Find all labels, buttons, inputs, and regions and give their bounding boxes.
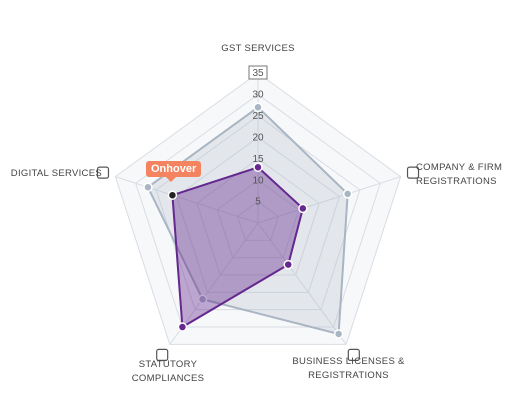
tick-label: 5 [255,197,261,208]
series-area [171,166,304,329]
category-label: COMPANY & FIRM REGISTRATIONS [416,162,503,187]
grid-ring [175,136,341,293]
tick-label: 15 [252,154,264,165]
data-point [143,182,153,192]
data-point [333,329,344,339]
grid-ring [216,179,300,259]
grid-ring [237,200,279,241]
category-label: GST SERVICES [221,43,295,54]
data-point [177,322,188,332]
checkbox[interactable] [406,166,420,179]
grid-ring [114,72,402,345]
checkbox[interactable] [96,166,110,179]
checkbox[interactable] [347,348,360,361]
tick-label: 25 [252,111,264,122]
category-label: DIGITAL SERVICES [10,168,102,179]
data-point [197,294,208,305]
data-point [342,189,353,199]
tick-label: 30 [252,90,264,101]
data-point [253,102,263,113]
data-point [253,162,263,173]
tooltip: Onhover [146,161,202,182]
spoke [115,176,259,224]
tick-box [248,65,268,80]
tick-label: 35 [252,68,264,79]
category-label: BUSINESS LICENSES & REGISTRATIONS [292,356,405,381]
data-point [283,259,293,270]
category-label: STATUTORY COMPLIANCES [131,359,205,384]
spoke [257,222,347,345]
spoke [257,176,401,224]
checkbox[interactable] [156,348,169,361]
tick-label: 20 [252,132,264,143]
tick-label: 10 [252,175,264,186]
grid-ring [196,158,320,276]
data-point [298,203,308,214]
data-point [167,190,178,200]
